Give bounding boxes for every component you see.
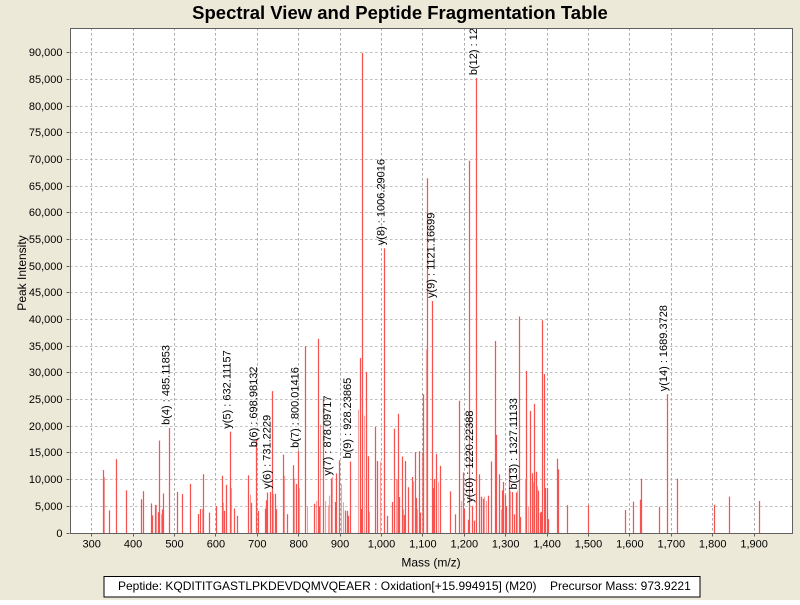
svg-text:b(7) : 800.01416: b(7) : 800.01416 [290,367,302,448]
svg-text:40,000: 40,000 [29,314,63,326]
svg-text:y(7) : 878.09717: y(7) : 878.09717 [322,395,334,475]
svg-text:b(12) : 1230.26294: b(12) : 1230.26294 [468,0,480,75]
svg-text:400: 400 [124,539,142,551]
svg-text:90,000: 90,000 [29,47,63,59]
svg-text:50,000: 50,000 [29,261,63,273]
svg-text:1,900: 1,900 [740,539,768,551]
svg-text:Peak Intensity: Peak Intensity [15,235,29,310]
svg-text:25,000: 25,000 [29,394,63,406]
svg-text:5,000: 5,000 [35,501,63,513]
svg-text:20,000: 20,000 [29,421,63,433]
svg-text:y(6) : 731.2229: y(6) : 731.2229 [262,415,274,489]
svg-text:85,000: 85,000 [29,74,63,86]
svg-text:60,000: 60,000 [29,207,63,219]
svg-text:75,000: 75,000 [29,127,63,139]
svg-text:b(13) : 1327.11133: b(13) : 1327.11133 [508,398,520,489]
svg-text:30,000: 30,000 [29,367,63,379]
svg-text:1,400: 1,400 [533,539,561,551]
svg-text:10,000: 10,000 [29,474,63,486]
svg-text:b(9) : 928.23865: b(9) : 928.23865 [342,378,354,459]
svg-text:Precursor Mass: 973.9221: Precursor Mass: 973.9221 [550,579,691,593]
svg-text:1,000: 1,000 [368,539,396,551]
svg-text:500: 500 [165,539,183,551]
svg-text:15,000: 15,000 [29,447,63,459]
svg-text:600: 600 [207,539,225,551]
svg-text:y(14) : 1689.3728: y(14) : 1689.3728 [658,305,670,391]
svg-text:1,200: 1,200 [451,539,479,551]
svg-text:1,800: 1,800 [699,539,727,551]
svg-text:1,500: 1,500 [575,539,603,551]
svg-text:0: 0 [56,528,62,540]
svg-text:45,000: 45,000 [29,287,63,299]
svg-text:700: 700 [248,539,266,551]
svg-text:800: 800 [290,539,308,551]
svg-text:y(9) : 1121.16699: y(9) : 1121.16699 [425,213,437,298]
svg-text:Peptide: KQDITITGASTLPKDEVDQMV: Peptide: KQDITITGASTLPKDEVDQMVQEAER : Ox… [118,579,537,593]
svg-text:b(6) : 698.98132: b(6) : 698.98132 [248,367,260,448]
svg-text:Spectral View and Peptide Frag: Spectral View and Peptide Fragmentation … [192,2,608,23]
svg-text:1,600: 1,600 [616,539,644,551]
svg-text:300: 300 [83,539,101,551]
svg-text:55,000: 55,000 [29,234,63,246]
svg-text:80,000: 80,000 [29,101,63,113]
svg-text:1,300: 1,300 [492,539,520,551]
svg-text:35,000: 35,000 [29,341,63,353]
svg-text:Mass (m/z): Mass (m/z) [401,556,460,570]
svg-text:1,700: 1,700 [658,539,686,551]
svg-text:65,000: 65,000 [29,181,63,193]
svg-text:1,100: 1,100 [409,539,437,551]
svg-text:y(5) : 632.11157: y(5) : 632.11157 [222,350,234,428]
svg-text:b(4) : 485.11853: b(4) : 485.11853 [161,345,173,425]
svg-text:70,000: 70,000 [29,154,63,166]
svg-text:y(10) : 1220.22388: y(10) : 1220.22388 [464,410,476,502]
svg-text:900: 900 [331,539,349,551]
svg-text:y(8) : 1006.29016: y(8) : 1006.29016 [375,159,387,245]
